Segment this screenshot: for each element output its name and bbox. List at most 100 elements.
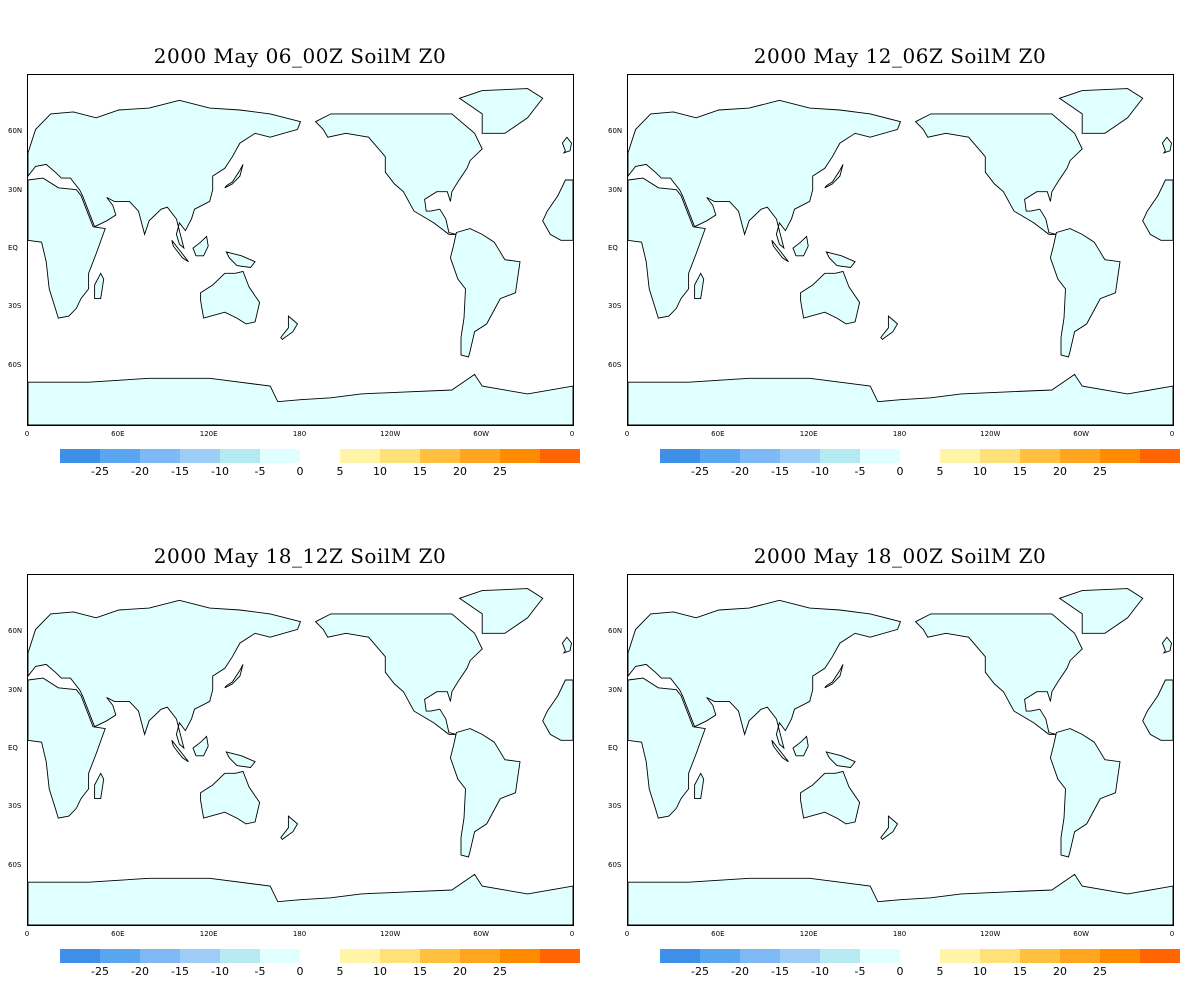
- colorbar-swatch: [740, 949, 780, 963]
- longitude-label: 180: [292, 430, 307, 438]
- landmass: [458, 88, 544, 134]
- longitude-label: 120W: [380, 430, 401, 438]
- colorbar-label: 0: [896, 965, 904, 978]
- landmass: [94, 272, 105, 300]
- colorbar-label: 25: [1093, 465, 1107, 478]
- landmass: [824, 164, 844, 189]
- landmass: [28, 99, 302, 250]
- landmass: [914, 113, 1083, 235]
- colorbar-label: 0: [296, 465, 304, 478]
- landmass: [28, 677, 106, 819]
- colorbar-label: -5: [254, 965, 266, 978]
- latitude-label: EQ: [608, 244, 618, 252]
- latitude-label: 30S: [8, 302, 22, 311]
- longitude-label: 120E: [199, 930, 218, 938]
- colorbar-label: 10: [973, 965, 987, 978]
- colorbar-swatch: [420, 449, 460, 463]
- longitude-label: 120E: [799, 430, 818, 438]
- landmass: [1161, 636, 1172, 654]
- latitude-label: 60N: [8, 127, 23, 136]
- landmass: [880, 815, 899, 841]
- landmass: [561, 636, 572, 654]
- world-map: [28, 588, 573, 925]
- colorbar-swatch: [460, 449, 500, 463]
- latitude-label: 60S: [8, 360, 22, 369]
- landmass: [628, 373, 1173, 425]
- colorbar-label: -10: [211, 965, 229, 978]
- colorbar-label: -20: [731, 465, 749, 478]
- colorbar-label: 15: [1013, 965, 1027, 978]
- landmass: [171, 740, 189, 763]
- latitude-label: 30N: [608, 685, 623, 694]
- landmass: [1058, 588, 1144, 634]
- landmass: [792, 735, 809, 757]
- colorbar-swatch: [180, 949, 220, 963]
- positive-colorbar: [940, 949, 1180, 963]
- map-panel: 2000 May 18_00Z SoilM Z0 60N 30N EQ 30S 60S 0 6…: [600, 500, 1200, 1000]
- colorbar-label: 5: [936, 965, 944, 978]
- landmass: [171, 240, 189, 263]
- map-frame: [627, 574, 1174, 926]
- latitude-label: 30S: [608, 302, 622, 311]
- colorbar-swatch: [1020, 949, 1060, 963]
- colorbar-label: -10: [811, 965, 829, 978]
- landmass: [458, 588, 544, 634]
- longitude-label: 60W: [1073, 930, 1090, 938]
- landmass: [542, 679, 573, 741]
- colorbar-swatch: [740, 449, 780, 463]
- colorbar-label: -5: [854, 465, 866, 478]
- negative-colorbar: [660, 949, 900, 963]
- latitude-label: 60S: [608, 360, 622, 369]
- landmass: [200, 770, 261, 825]
- latitude-label: 60N: [8, 627, 23, 636]
- landmass: [694, 772, 705, 800]
- colorbar-label: 5: [336, 965, 344, 978]
- colorbar-label: 20: [1053, 965, 1067, 978]
- landmass: [200, 270, 261, 325]
- landmass: [94, 772, 105, 800]
- landmass: [224, 664, 244, 689]
- latitude-label: 30N: [8, 685, 23, 694]
- positive-colorbar: [940, 449, 1180, 463]
- colorbar-swatch: [860, 949, 900, 963]
- colorbar-label: -20: [131, 465, 149, 478]
- colorbar-label: 5: [936, 465, 944, 478]
- landmass: [542, 179, 573, 241]
- latitude-label: EQ: [8, 744, 18, 752]
- landmass: [225, 751, 256, 768]
- world-map: [28, 88, 573, 425]
- map-panel: 2000 May 06_00Z SoilM Z0 60N 30N EQ 30S 60S 0 6…: [0, 0, 600, 500]
- latitude-label: EQ: [608, 744, 618, 752]
- latitude-label: 60N: [608, 127, 623, 136]
- longitude-label: 120E: [199, 430, 218, 438]
- panel-title: 2000 May 18_12Z SoilM Z0: [153, 544, 447, 568]
- colorbar-swatch: [60, 949, 100, 963]
- longitude-label: 0: [24, 930, 30, 938]
- longitude-label: 0: [624, 430, 630, 438]
- colorbar-swatch: [860, 449, 900, 463]
- colorbar-label: 20: [1053, 465, 1067, 478]
- landmass: [314, 613, 483, 735]
- colorbar-swatch: [100, 949, 140, 963]
- longitude-label: 60E: [711, 430, 725, 438]
- latitude-label: 60S: [608, 860, 622, 869]
- colorbar-label: -20: [731, 965, 749, 978]
- colorbar-swatch: [780, 949, 820, 963]
- colorbar-swatch: [220, 449, 260, 463]
- colorbar-label: 15: [413, 465, 427, 478]
- landmass: [1142, 179, 1173, 241]
- longitude-label: 60E: [111, 930, 125, 938]
- negative-colorbar: [660, 449, 900, 463]
- colorbar-label: 20: [453, 965, 467, 978]
- colorbar-label: -10: [811, 465, 829, 478]
- colorbar-label: -25: [91, 465, 109, 478]
- colorbar-label: -25: [691, 965, 709, 978]
- latitude-label: 60N: [608, 627, 623, 636]
- landmass: [280, 315, 299, 341]
- longitude-label: 0: [569, 430, 575, 438]
- colorbar-label: -15: [771, 465, 789, 478]
- longitude-label: 120E: [799, 930, 818, 938]
- landmass: [192, 735, 209, 757]
- colorbar-swatch: [1020, 449, 1060, 463]
- world-map: [628, 588, 1173, 925]
